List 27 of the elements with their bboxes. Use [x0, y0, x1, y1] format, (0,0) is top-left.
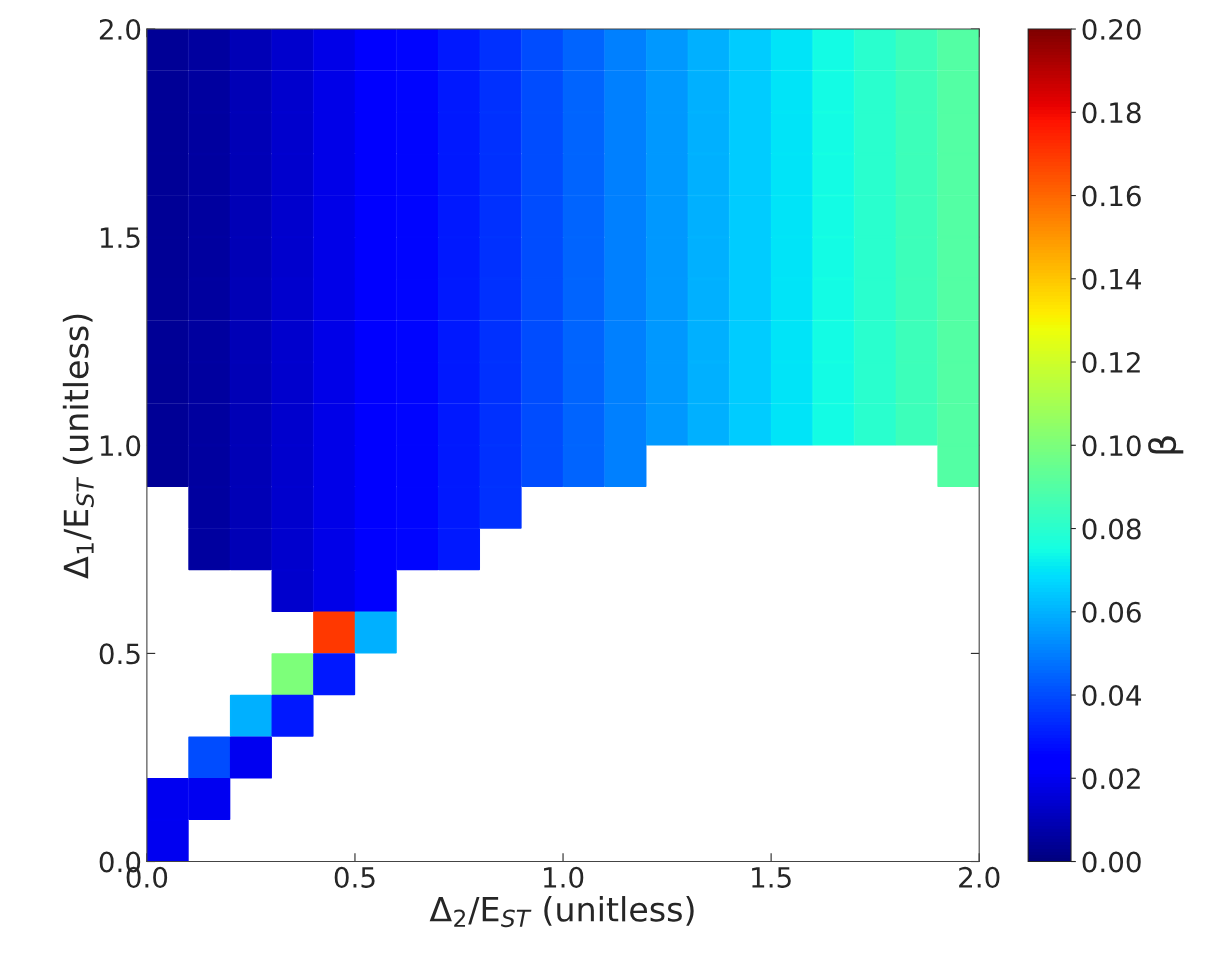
point — [146, 778, 189, 821]
y-tick-label: 1.0 — [100, 435, 141, 457]
color-bar-label: 0.04 — [1082, 684, 1142, 706]
x-tick-label: 0.5 — [334, 866, 375, 888]
color-bar-label: 0.18 — [1082, 102, 1141, 124]
y-axis-title: Δ$_{1}$/E$_{ST}$ (unitless) — [62, 314, 94, 579]
color-bar-label: 0.00 — [1082, 851, 1141, 873]
x-axis-title: Δ$_{2}$/E$_{ST}$ (unitless) — [429, 896, 694, 928]
point — [188, 778, 231, 821]
y-tick-label: 1.5 — [100, 227, 140, 249]
x-tick-label: 1.5 — [752, 867, 791, 888]
color-bar-label: 0.16 — [1082, 185, 1141, 207]
y-tick-label: 2.0 — [99, 18, 141, 40]
x-tick-label: 2.0 — [959, 866, 1000, 888]
x-tick-label: 1.0 — [544, 866, 584, 888]
point — [271, 653, 314, 696]
color-bar-title: β — [1148, 436, 1184, 454]
color-bar-label: 0.02 — [1082, 768, 1140, 790]
color-bar-label: 0.08 — [1082, 518, 1141, 540]
color-bar-label: 0.06 — [1082, 601, 1141, 623]
point — [313, 611, 356, 654]
color-bar-label: 0.12 — [1082, 351, 1140, 373]
color-bar-label: 0.20 — [1082, 18, 1141, 40]
point — [146, 819, 189, 862]
color-bar-label: 0.10 — [1082, 435, 1141, 457]
y-tick-label: 0.5 — [99, 643, 140, 665]
color-bar-label: 0.14 — [1082, 268, 1142, 290]
